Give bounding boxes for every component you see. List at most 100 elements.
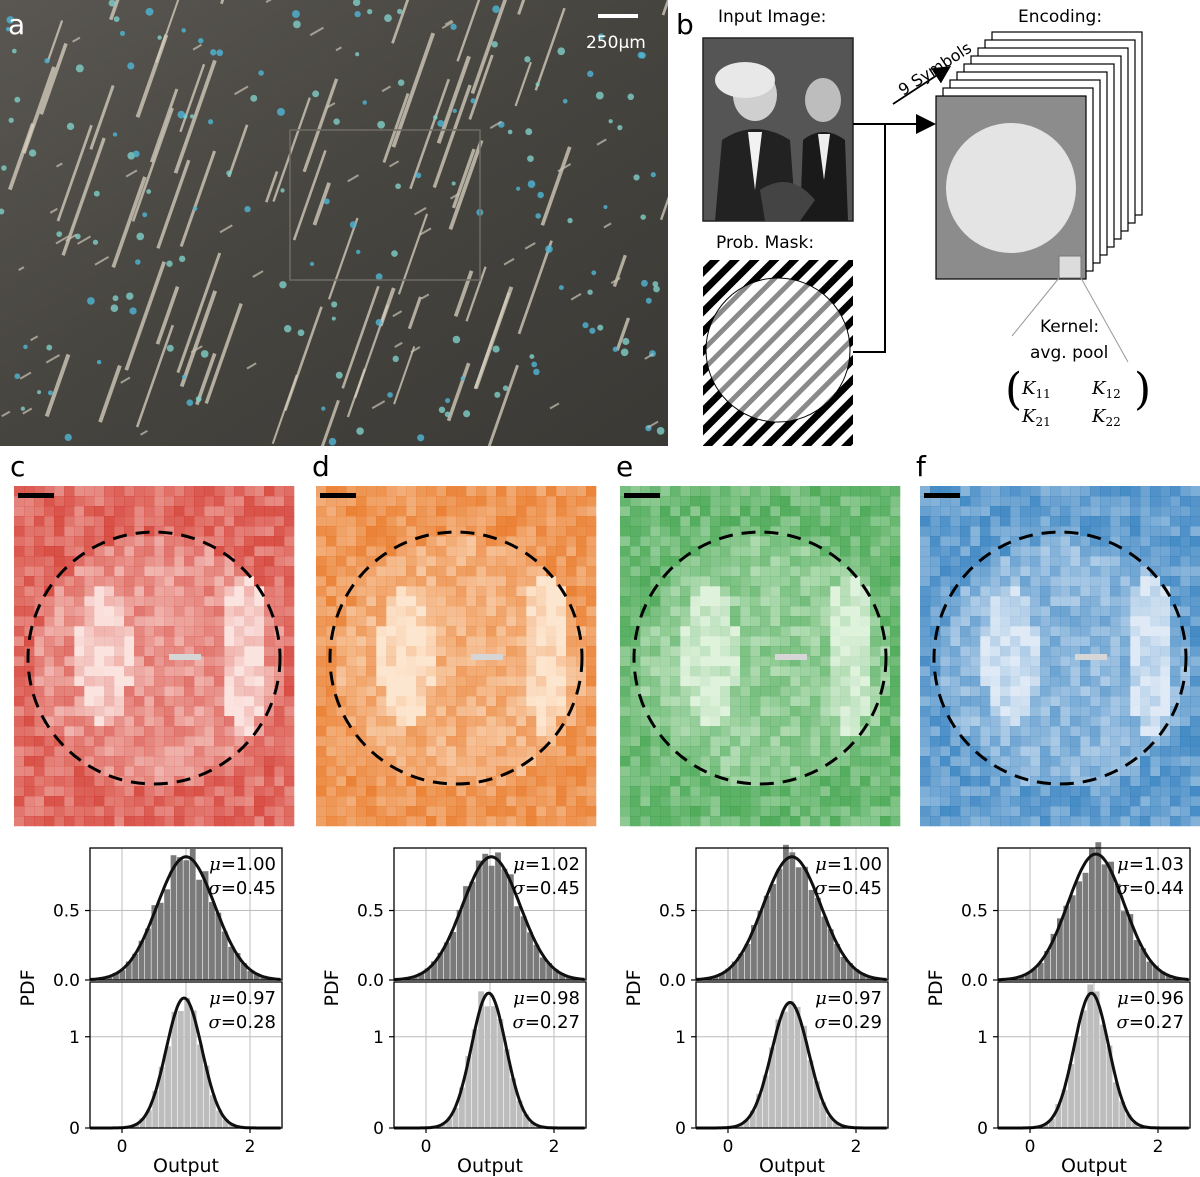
device-dot — [463, 410, 471, 418]
device-dot — [119, 30, 126, 37]
device-pad — [45, 354, 61, 364]
waveguide-streak — [517, 0, 526, 15]
hist-bar — [222, 1119, 229, 1128]
waveguide-streak — [135, 324, 174, 428]
device-pad — [219, 224, 233, 234]
hist-bar — [1069, 895, 1076, 980]
device-dot — [166, 344, 174, 352]
y-tick-label: 0 — [675, 1119, 686, 1139]
symbols-arrow — [892, 66, 952, 105]
device-pad — [596, 138, 607, 146]
hist-bar — [221, 931, 228, 980]
hist-bar — [516, 1100, 523, 1128]
hist-bar — [756, 1093, 763, 1128]
svg-text:K11: K11 — [1021, 378, 1051, 401]
x-tick-label: 0 — [421, 1137, 432, 1157]
device-pad — [381, 85, 392, 93]
device-dot — [6, 16, 15, 24]
waveguide-streak — [173, 59, 217, 174]
device-pad — [19, 371, 32, 380]
waveguide-streak — [391, 0, 410, 44]
device-dot — [444, 411, 451, 418]
waveguide-streak — [517, 240, 553, 335]
device-pad — [22, 407, 33, 415]
device-pad — [524, 242, 536, 250]
hist-bar — [495, 852, 501, 980]
y-tick-label: 0.0 — [961, 971, 988, 991]
device-dot — [595, 91, 604, 100]
waveguide-streak — [179, 290, 218, 388]
hist-bar — [190, 1010, 197, 1128]
hist-bar — [1121, 911, 1127, 980]
map-panel-e — [620, 486, 901, 827]
y-tick-label: 0.0 — [357, 971, 384, 991]
device-dot — [110, 304, 119, 313]
waveguide-streak — [378, 287, 396, 327]
panel-letter-e: e — [616, 450, 633, 483]
hist-bar — [565, 976, 572, 980]
panel-letter-c: c — [10, 450, 25, 483]
hist-bar — [801, 1025, 807, 1128]
hist-bar — [418, 972, 425, 980]
hist-bar — [507, 874, 514, 980]
device-dot — [292, 10, 300, 18]
y-axis-label: PDF — [17, 969, 39, 1006]
device-dot — [189, 114, 195, 119]
device-dot — [598, 33, 605, 40]
device-dot — [567, 217, 573, 224]
hist-bar — [510, 1078, 517, 1128]
waveguide-streak — [473, 286, 514, 389]
hist-bar — [164, 889, 171, 980]
device-pad — [610, 277, 621, 285]
device-dot — [92, 239, 99, 245]
device-dot — [166, 260, 173, 267]
hist-bar — [165, 1046, 171, 1128]
device-pad — [77, 235, 92, 245]
device-dot — [23, 344, 28, 350]
hist-bar — [833, 1122, 839, 1128]
encoding-label: Encoding: — [1018, 7, 1102, 27]
device-dot — [276, 107, 285, 116]
region-circle — [328, 530, 584, 786]
device-pad — [394, 341, 403, 348]
hist-bar — [783, 844, 789, 980]
device-dot — [525, 128, 533, 136]
histogram-c-bottom: 0 1 μ=0.97 σ=0.28 0 2 Output — [69, 981, 283, 1177]
device-pad — [444, 19, 453, 26]
waveguide-streak — [341, 285, 380, 389]
hist-bar — [452, 1107, 459, 1128]
panel-letter-b: b — [676, 8, 694, 41]
hist-bar — [749, 1110, 756, 1128]
device-dot — [146, 189, 152, 194]
hist-bar — [1025, 973, 1031, 980]
device-dot — [200, 350, 209, 358]
hist-bar — [1153, 965, 1159, 980]
hist-bar — [1048, 1118, 1055, 1128]
hist-bar — [424, 968, 431, 980]
hist-bar — [847, 963, 853, 980]
hist-bar — [411, 976, 418, 980]
histogram-f-top: 0.0 0.5 μ=1.03 σ=0.44 PDF — [925, 842, 1191, 1007]
device-dot — [356, 427, 364, 435]
waveguide-streak — [446, 362, 471, 422]
hist-bar — [1031, 968, 1038, 980]
waveguide-streak — [470, 0, 508, 95]
y-tick-label: 0 — [373, 1119, 384, 1139]
hist-bar — [1057, 918, 1063, 980]
hist-bar — [229, 1124, 235, 1128]
hist-bar — [228, 946, 235, 980]
waveguide-streak — [514, 61, 532, 107]
device-dot — [181, 374, 187, 380]
map-panels: c d e f — [10, 450, 1200, 827]
kernel-label: Kernel: — [1040, 317, 1099, 337]
hist-bar — [177, 857, 183, 980]
device-pad — [644, 353, 655, 360]
panel-letter-a: a — [8, 8, 25, 41]
y-tick-label: 1 — [977, 1028, 988, 1048]
device-dot — [250, 94, 258, 102]
histogram-e-top: 0.0 0.5 μ=1.00 σ=0.45 PDF — [623, 844, 889, 1007]
device-pad — [326, 102, 336, 109]
device-dot — [323, 198, 330, 205]
waveguide-streak — [346, 368, 366, 418]
map-panel-d — [316, 486, 597, 827]
